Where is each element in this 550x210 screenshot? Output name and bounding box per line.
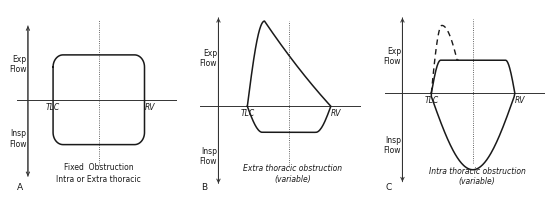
Text: Fixed  Obstruction: Fixed Obstruction <box>64 163 134 172</box>
Text: RV: RV <box>515 96 525 105</box>
Text: Intra thoracic obstruction: Intra thoracic obstruction <box>428 167 525 176</box>
Text: Extra thoracic obstruction: Extra thoracic obstruction <box>244 164 343 173</box>
Text: Intra or Extra thoracic: Intra or Extra thoracic <box>57 175 141 184</box>
Text: TLC: TLC <box>424 96 438 105</box>
Text: RV: RV <box>145 102 155 112</box>
Text: Insp
Flow: Insp Flow <box>200 147 217 166</box>
Text: B: B <box>201 183 207 192</box>
Text: Insp
Flow: Insp Flow <box>9 129 26 149</box>
Text: A: A <box>17 183 24 192</box>
Text: (variable): (variable) <box>459 177 496 186</box>
Text: C: C <box>386 183 392 192</box>
Text: RV: RV <box>331 109 342 118</box>
Text: Exp
Flow: Exp Flow <box>383 47 401 66</box>
Text: TLC: TLC <box>46 102 60 112</box>
Text: TLC: TLC <box>240 109 255 118</box>
Text: Exp
Flow: Exp Flow <box>200 49 217 68</box>
Text: Insp
Flow: Insp Flow <box>383 136 401 155</box>
Text: (variable): (variable) <box>274 175 311 184</box>
Text: Exp
Flow: Exp Flow <box>9 55 26 74</box>
